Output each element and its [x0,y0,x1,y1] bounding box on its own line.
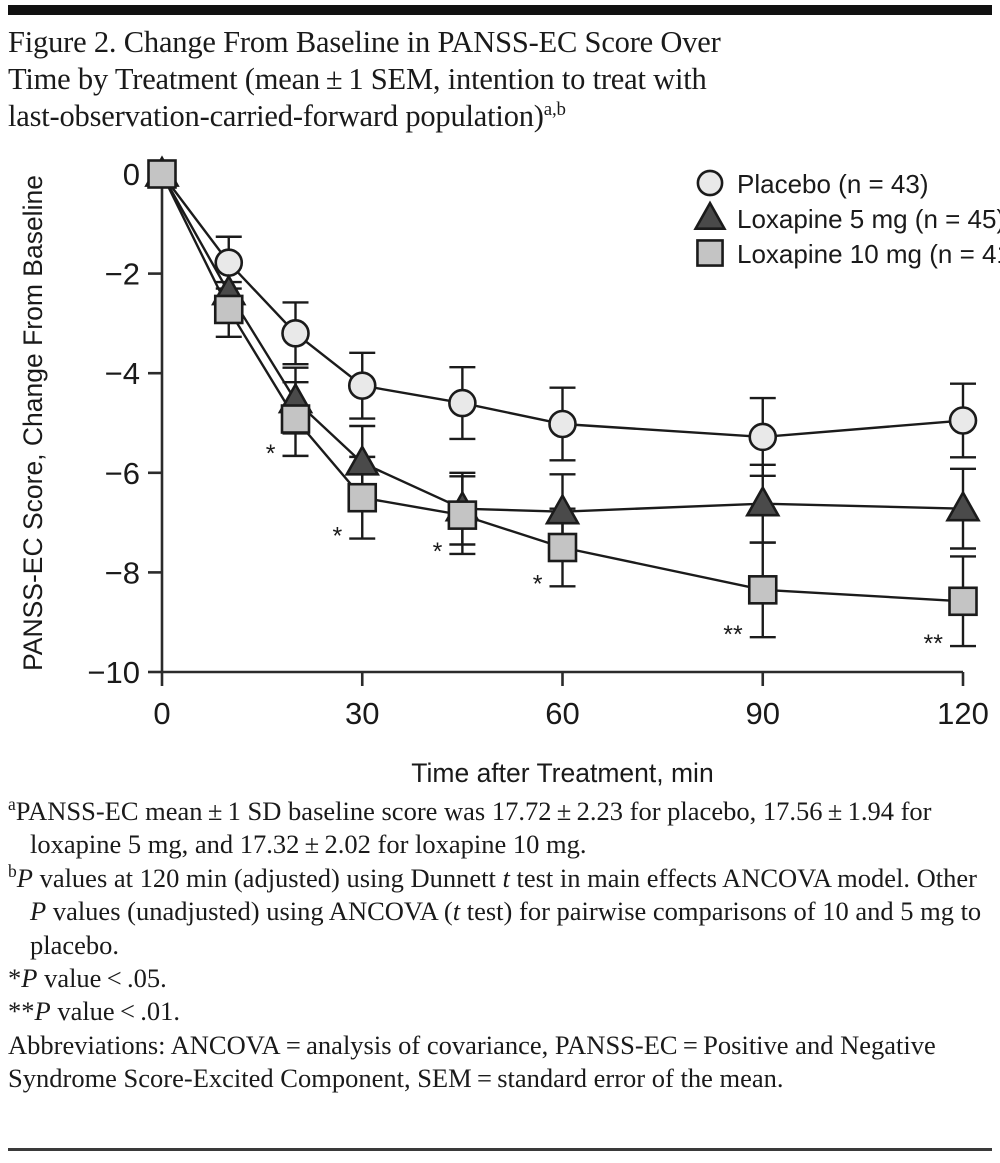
top-rule [8,5,992,15]
marker-circle [281,319,310,348]
significance-mark: ** [723,621,743,649]
footnote-text: Abbreviations: ANCOVA = analysis of cova… [8,1029,936,1094]
marker-triangle [745,485,781,517]
footnote-marker: * [8,963,22,994]
figure-title-line-2: Time by Treatment (mean ± 1 SEM, intenti… [8,62,707,96]
x-axis-tick-label: 60 [545,696,579,731]
x-axis-tick-label: 0 [153,696,170,731]
footnote-text: PANSS-EC mean ± 1 SD baseline score was … [15,796,932,860]
y-axis-tick-label: 0 [123,157,140,192]
marker-square [696,239,724,267]
x-axis-title: Time after Treatment, min [411,758,713,788]
marker-circle [748,422,778,452]
significance-mark: * [433,538,443,566]
y-axis-tick-label: −2 [105,257,140,292]
series-line-circle [161,173,964,439]
series-line-square [160,173,964,603]
footnote: Abbreviations: ANCOVA = analysis of cova… [8,1029,983,1096]
footnote-text: P value < .05. [21,963,167,994]
marker-circle [548,409,577,439]
footnote-marker: ** [8,996,35,1027]
footnote-marker: b [8,860,17,881]
error-bars-group [215,235,976,648]
significance-mark: * [333,523,343,551]
y-axis-title: PANSS-EC Score, Change From Baseline [18,175,48,671]
footnote-text: P values at 120 min (adjusted) using Dun… [16,862,982,960]
x-axis-tick-label: 90 [746,696,780,731]
chart-plot-area: 0 −2 −4 −6 −8 −10 0 30 60 90 120 Time after Treatme… [0,150,1000,790]
panss-ec-line-chart: 0 −2 −4 −6 −8 −10 0 30 60 90 120 Time after Treatme… [18,155,1000,788]
y-axis-tick-label: −6 [105,456,140,491]
marker-square [280,404,311,434]
legend-item-label: Placebo (n = 43) [737,169,929,199]
footnote: aPANSS-EC mean ± 1 SD baseline score was… [8,795,983,862]
significance-mark: ** [924,630,944,658]
marker-square [447,500,478,530]
footnote-text: P value < .01. [34,996,181,1027]
legend-item-label: Loxapine 5 mg (n = 45) [737,204,1000,234]
footnote: *P value < .05. [8,962,983,995]
legend-item: Placebo (n = 43) [696,169,929,199]
marker-square [747,575,778,605]
significance-marks-group: ****** ** [266,440,943,658]
legend-item-label: Loxapine 10 mg (n = 41) [737,239,1000,269]
footnotes-block: aPANSS-EC mean ± 1 SD baseline score was… [8,795,983,1096]
footnote: **P value < .01. [8,995,983,1028]
marker-square [948,586,978,617]
legend-item: Loxapine 10 mg (n = 41) [696,239,1000,269]
footnote-marker: a [8,794,16,815]
legend-item: Loxapine 5 mg (n = 45) [693,200,1000,234]
marker-circle [948,406,978,435]
significance-mark: * [533,570,543,598]
marker-triangle [344,444,380,476]
figure-title-superscript: a,b [543,98,566,120]
series-markers-group [144,155,981,617]
footnote: bP values at 120 min (adjusted) using Du… [8,862,983,962]
marker-circle [214,248,244,277]
figure-title-line-1: Figure 2. Change From Baseline in PANSS-… [8,25,721,59]
marker-circle [696,169,724,197]
bottom-rule [8,1148,992,1151]
x-axis-tick-label: 120 [937,696,989,731]
y-axis-tick-label: −10 [87,655,140,690]
x-axis-tick-label: 30 [345,696,379,731]
figure-title-line-3: last-observation-carried-forward populat… [8,99,544,133]
marker-triangle [544,492,581,525]
marker-square [347,482,378,513]
significance-mark: * [266,440,276,468]
marker-circle [347,371,377,400]
marker-square [147,159,177,189]
marker-triangle [945,490,981,522]
marker-square [547,532,578,563]
marker-triangle [693,200,727,231]
chart-legend: Placebo (n = 43) Loxapine 5 mg (n = 45) Lo… [693,169,1000,269]
figure-title: Figure 2. Change From Baseline in PANSS-… [8,24,968,135]
marker-circle [448,388,477,418]
y-axis-tick-label: −4 [105,356,140,391]
marker-square [213,294,244,325]
y-axis-tick-label: −8 [105,555,140,590]
